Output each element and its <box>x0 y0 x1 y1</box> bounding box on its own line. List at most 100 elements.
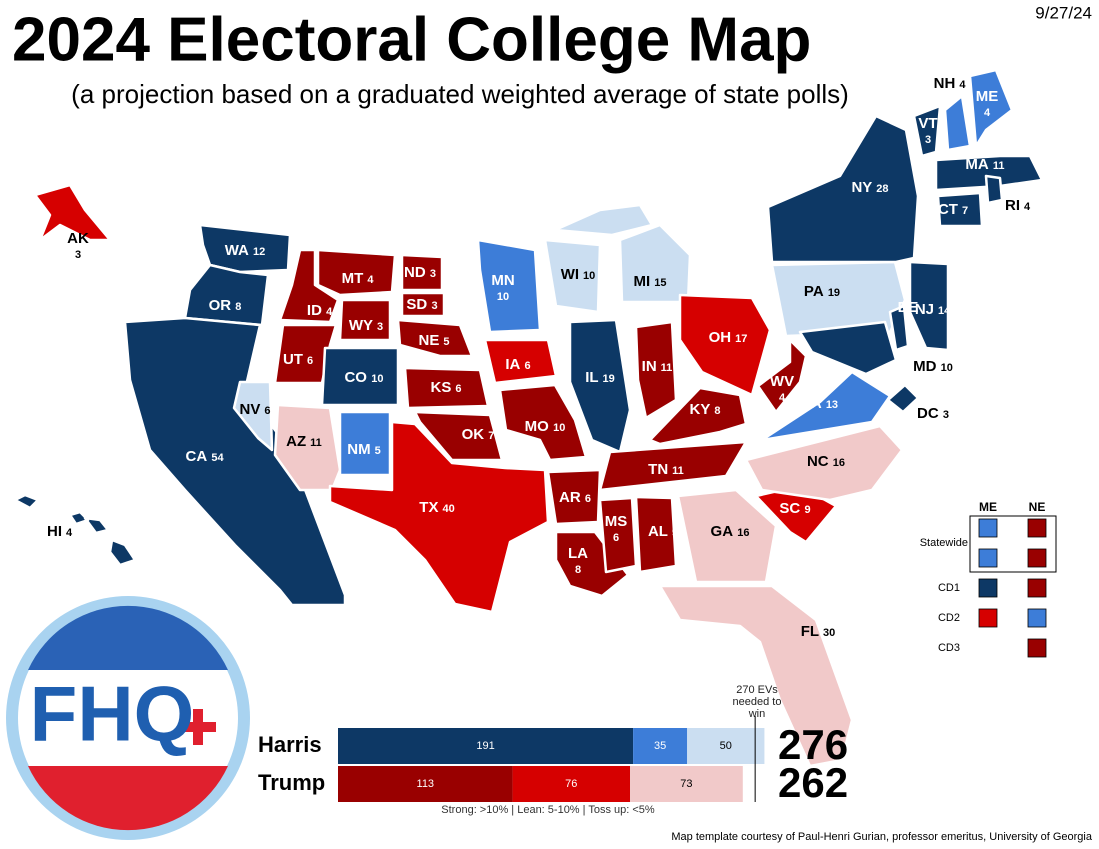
state-label: WA <box>225 242 249 259</box>
state-label: CA <box>186 448 208 465</box>
state-label: WV <box>770 373 794 390</box>
bar-segment <box>633 728 688 764</box>
state-ev: 8 <box>575 564 581 576</box>
state-label: PA <box>804 283 824 300</box>
state <box>888 304 910 352</box>
state-label: MA <box>965 156 988 173</box>
state <box>316 248 397 297</box>
legend-box <box>978 548 998 568</box>
state-ev: 17 <box>735 333 747 345</box>
state-ev: 11 <box>672 465 684 477</box>
state <box>320 346 400 407</box>
bar-segment <box>630 766 743 802</box>
state-label: MO <box>525 418 549 435</box>
state-label: VA <box>802 395 822 412</box>
legend-row-label: CD3 <box>938 642 960 654</box>
state-label: IL <box>585 369 598 386</box>
state <box>598 496 638 574</box>
segment-label: 35 <box>654 740 666 752</box>
state-ev: 4 <box>326 306 333 318</box>
state-ev: 10 <box>583 270 595 282</box>
state <box>483 338 558 385</box>
legend-box <box>1027 608 1047 628</box>
state-label: ID <box>307 302 322 319</box>
state-label: AR <box>559 489 581 506</box>
state-ev: 3 <box>75 249 81 261</box>
logo-bottom <box>28 766 228 831</box>
state <box>553 203 692 304</box>
state-label: SD <box>406 296 427 313</box>
state-label: UT <box>283 351 303 368</box>
state-label: NC <box>807 453 829 470</box>
state-label: AL <box>648 523 668 540</box>
state-ev: 10 <box>941 362 953 374</box>
state-label: OK <box>462 426 485 443</box>
state-label: CO <box>344 369 367 386</box>
state-label: FL <box>801 623 819 640</box>
state-label: MS <box>605 513 628 530</box>
state <box>232 380 274 452</box>
footer: Map template courtesy of Paul-Henri Guri… <box>671 831 1092 843</box>
state-ev: 3 <box>943 409 949 421</box>
state <box>658 584 854 768</box>
title: 2024 Electoral College Map <box>12 5 811 74</box>
state-label: RI <box>1005 197 1020 214</box>
state-ev: 8 <box>714 405 720 417</box>
logo-text: FHQ <box>30 670 195 758</box>
state <box>328 420 550 614</box>
state <box>400 253 444 292</box>
logo <box>6 596 250 840</box>
state-ev: 6 <box>613 532 619 544</box>
state-ev: 4 <box>984 107 991 119</box>
state-label: TN <box>648 461 668 478</box>
state-ev: 19 <box>828 287 840 299</box>
state <box>278 248 340 324</box>
state-label: OR <box>209 297 232 314</box>
state-ev: 4 <box>779 392 786 404</box>
state-ev: 4 <box>959 79 966 91</box>
state-label: NE <box>419 332 440 349</box>
state <box>678 293 772 397</box>
threshold-label: 270 EVs needed to win <box>732 684 782 720</box>
state <box>634 495 678 574</box>
state-label: CT <box>938 201 958 218</box>
state-ev: 9 <box>672 527 678 539</box>
legend-box <box>978 518 998 538</box>
state-label: NM <box>347 441 370 458</box>
legend-box <box>978 578 998 598</box>
state-label: AK <box>67 230 89 247</box>
state-label: HI <box>47 523 62 540</box>
state-ev: 3 <box>430 268 436 280</box>
states <box>13 68 1044 768</box>
legend-column: ME <box>979 500 997 514</box>
state-ev: 10 <box>553 422 565 434</box>
state-label: ME <box>976 88 999 105</box>
state-ev: 7 <box>488 430 494 442</box>
candidate-total: 262 <box>778 759 848 806</box>
state-ev: 5 <box>375 445 381 457</box>
state-ev: 6 <box>525 360 531 372</box>
state-label: KY <box>690 401 711 418</box>
bar-segment <box>338 766 513 802</box>
state-ev: 28 <box>876 183 888 195</box>
state-ev: 3 <box>905 318 911 330</box>
state-label: IA <box>505 356 520 373</box>
state-ev: 15 <box>654 277 666 289</box>
bar-segment <box>512 766 631 802</box>
bar-segment <box>338 728 634 764</box>
state-ev: 16 <box>737 527 749 539</box>
state <box>676 488 778 584</box>
state-label: MN <box>491 272 514 289</box>
legend-row-label: CD1 <box>938 582 960 594</box>
segment-label: 76 <box>565 778 577 790</box>
state-label: AZ <box>286 433 306 450</box>
state <box>476 238 542 334</box>
state <box>798 320 898 376</box>
state <box>968 68 1014 148</box>
state-label: GA <box>711 523 734 540</box>
segment-label: 191 <box>476 740 494 752</box>
state-label: NJ <box>915 301 934 318</box>
date: 9/27/24 <box>1035 3 1092 22</box>
state-ev: 3 <box>377 321 383 333</box>
state-ev: 40 <box>442 503 454 515</box>
